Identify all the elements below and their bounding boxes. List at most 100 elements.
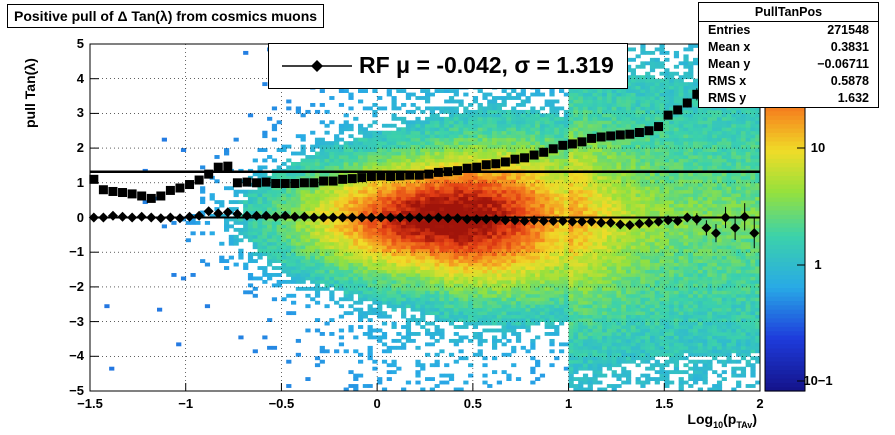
mean-point	[730, 222, 741, 233]
color-scale-segment	[765, 365, 805, 371]
color-scale-segment	[765, 240, 805, 245]
legend-marker-icon	[282, 60, 352, 72]
mean-point	[643, 217, 654, 228]
mean-point	[299, 211, 310, 222]
rms-point	[376, 171, 386, 181]
rms-point	[491, 159, 501, 169]
color-scale-segment	[765, 136, 805, 142]
stats-row-mean-y: Mean y −0.06711	[699, 56, 878, 73]
rms-point	[89, 174, 99, 184]
color-scale-segment	[765, 326, 805, 332]
mean-point	[347, 212, 358, 223]
color-scale-segment	[765, 227, 805, 233]
stats-label: Entries	[708, 23, 751, 37]
mean-point	[213, 208, 224, 219]
mean-point	[567, 216, 578, 227]
mean-point	[538, 215, 549, 226]
stats-row-rms-y: RMS y 1.632	[699, 90, 878, 107]
color-scale-segment	[765, 248, 805, 254]
stats-row-rms-x: RMS x 0.5878	[699, 73, 878, 90]
rms-point	[185, 180, 195, 190]
mean-point	[203, 206, 214, 217]
color-scale-segment	[765, 171, 805, 176]
x-tick-label: −1	[178, 396, 194, 411]
mean-point	[174, 213, 185, 224]
rms-point	[577, 137, 587, 147]
rms-point	[644, 126, 654, 136]
rms-point	[118, 188, 128, 198]
mean-point	[739, 211, 750, 222]
rms-point	[453, 166, 463, 176]
legend-text: RF μ = -0.042, σ = 1.319	[359, 52, 614, 78]
mean-point	[155, 213, 166, 224]
stats-row-entries: Entries 271548	[699, 22, 878, 39]
x-axis-title: Log10(pTAv)	[687, 411, 757, 430]
mean-point	[356, 212, 367, 223]
rms-point	[510, 154, 520, 164]
rms-point	[108, 186, 118, 196]
color-scale-segment	[765, 127, 805, 133]
rms-point	[204, 169, 214, 179]
color-scale-segment	[765, 132, 805, 138]
rms-point	[232, 178, 242, 188]
y-tick-label: 1	[76, 174, 84, 190]
rms-point	[587, 133, 597, 143]
y-tick-label: −4	[69, 348, 84, 364]
rms-point	[558, 140, 568, 150]
rms-point	[682, 98, 692, 108]
color-scale-segment	[765, 222, 805, 228]
mean-point	[471, 214, 482, 225]
rms-point	[386, 172, 396, 182]
color-scale-segment	[765, 296, 805, 302]
color-scale-segment	[765, 360, 805, 366]
z-tick-label: 1	[814, 257, 822, 272]
stats-value: 0.3831	[830, 40, 869, 54]
color-scale-segment	[765, 373, 805, 379]
color-scale-segment	[765, 274, 805, 280]
color-scale-segment	[765, 253, 805, 258]
mean-point	[452, 213, 463, 224]
color-scale-segment	[765, 205, 805, 211]
color-scale-segment	[765, 175, 805, 181]
rms-point	[328, 176, 338, 186]
color-scale-segment	[765, 343, 805, 349]
z-tick-label: 10	[810, 140, 826, 155]
mean-point	[136, 211, 147, 222]
rms-point	[433, 167, 443, 177]
color-scale-segment	[765, 339, 805, 345]
y-tick-label: −3	[69, 313, 84, 329]
rms-point	[357, 173, 367, 183]
mean-point	[519, 215, 530, 226]
stats-label: RMS y	[708, 91, 747, 105]
color-scale-segment	[765, 352, 805, 358]
rms-point	[280, 178, 290, 188]
color-scale-segment	[765, 322, 805, 327]
mean-point	[328, 212, 339, 223]
stats-value: 0.5878	[830, 74, 869, 88]
color-scale-segment	[765, 145, 805, 151]
y-tick-label: 0	[76, 209, 84, 225]
y-tick-label: 4	[76, 70, 84, 86]
rms-point	[319, 176, 329, 186]
rms-point	[271, 178, 281, 188]
y-tick-label: −1	[69, 244, 84, 260]
color-scale-segment	[765, 188, 805, 194]
rms-point	[137, 191, 147, 201]
rms-point	[625, 129, 635, 139]
mean-point	[270, 211, 281, 222]
mean-point	[557, 215, 568, 226]
mean-point	[701, 222, 712, 233]
mean-point	[691, 214, 702, 225]
z-tick-label: 10−1	[803, 373, 833, 388]
color-scale-segment	[765, 287, 805, 293]
mean-point	[462, 214, 473, 225]
color-scale-segment	[765, 347, 805, 353]
rms-point	[520, 153, 530, 163]
color-scale-segment	[765, 209, 805, 215]
color-scale-segment	[765, 382, 805, 388]
rms-point	[692, 89, 702, 99]
rms-point	[223, 161, 233, 171]
rms-point	[252, 178, 262, 188]
stats-value: 1.632	[837, 91, 869, 105]
rms-point	[606, 131, 616, 141]
